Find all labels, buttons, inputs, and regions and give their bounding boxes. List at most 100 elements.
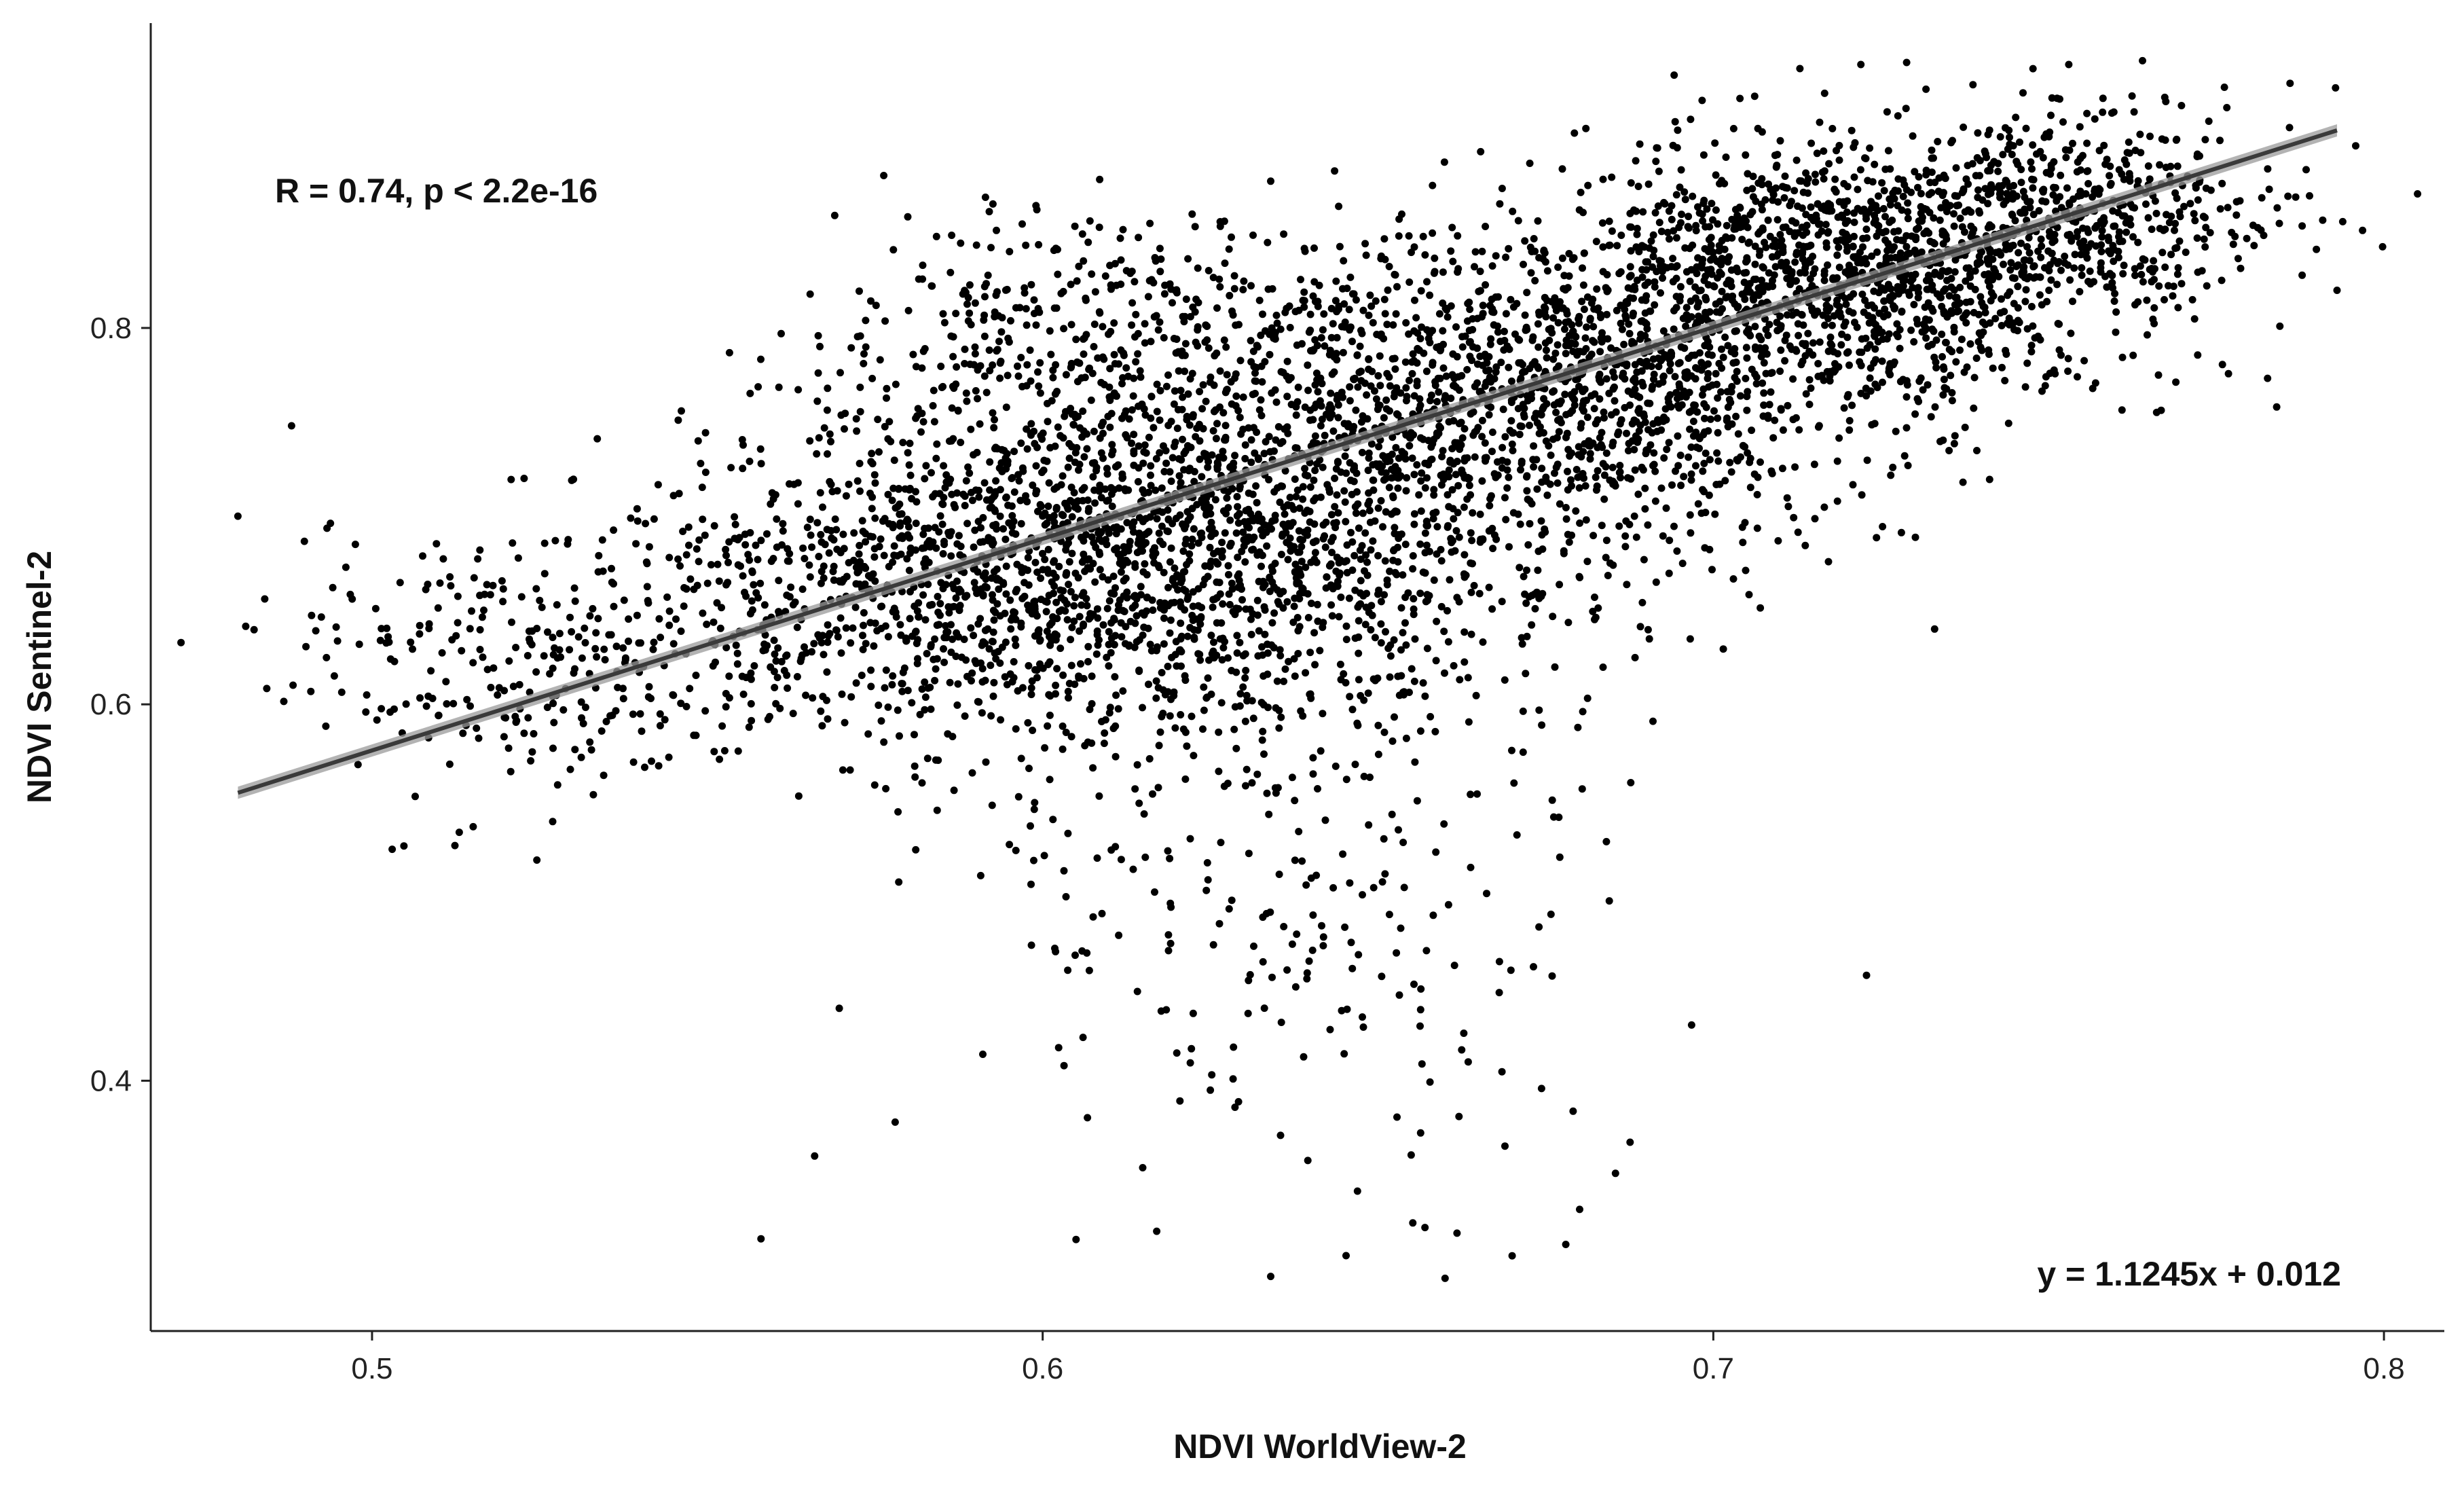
data-point-3013 [1733,457,1742,464]
data-point-4280 [1699,151,1708,159]
data-point-2126 [1018,220,1026,228]
data-point-599 [933,440,941,448]
data-point-2735 [1413,461,1421,469]
data-point-1874 [1464,674,1472,682]
data-point-3063 [1364,500,1372,509]
data-point-2945 [1347,528,1355,536]
data-point-2212 [1494,471,1502,479]
data-point-3658 [1938,352,1946,361]
data-point-2389 [1221,529,1229,537]
data-point-1539 [906,484,914,492]
data-point-341 [645,682,653,691]
data-point-2640 [1110,319,1118,327]
data-point-4943 [1922,276,1930,285]
data-point-1677 [1234,503,1242,511]
data-point-1061 [1583,694,1592,702]
data-point-2196 [1064,463,1072,471]
data-point-2650 [1111,632,1120,640]
data-point-2758 [1086,217,1094,225]
data-point-1240 [1181,606,1189,614]
data-point-3684 [1760,389,1768,397]
data-point-2403 [1362,603,1370,611]
data-point-2246 [1128,406,1136,414]
data-point-1393 [1281,510,1289,518]
data-point-4400 [2150,304,2158,312]
data-point-2375 [1213,594,1221,602]
data-point-3972 [1458,434,1467,442]
data-point-3120 [1469,326,1477,333]
data-point-2075 [896,621,904,629]
data-point-4387 [1626,223,1634,231]
data-point-1636 [1223,494,1231,502]
data-point-2815 [1334,414,1342,422]
data-point-966 [787,583,795,591]
data-point-1433 [741,530,749,539]
data-point-80 [793,673,801,680]
data-point-4710 [1889,463,1897,471]
data-point-4427 [1940,365,1948,373]
data-point-2926 [1221,436,1230,444]
data-point-2053 [939,500,947,509]
data-point-664 [722,551,730,560]
data-point-3 [351,541,359,549]
data-point-1646 [1052,573,1060,581]
data-point-3387 [1863,456,1871,464]
data-point-2143 [1779,426,1787,434]
data-point-2305 [1523,487,1531,495]
data-point-3423 [1673,547,1681,555]
data-point-477 [1284,555,1292,564]
data-point-4681 [1888,216,1896,224]
data-point-2263 [1184,593,1192,600]
data-point-4247 [1833,251,1841,259]
data-point-129 [323,524,331,532]
data-point-2428 [1447,395,1455,402]
data-point-3301 [1616,468,1624,476]
data-point-3443 [1385,373,1393,381]
data-point-4685 [1910,301,1918,308]
data-point-2734 [1355,368,1363,376]
data-point-4002 [1687,529,1695,537]
data-point-3844 [1513,299,1521,308]
data-point-164 [342,563,350,571]
data-point-1607 [1111,584,1119,592]
data-point-3904 [1334,509,1342,517]
data-point-2658 [850,529,858,537]
data-point-1906 [1377,598,1385,606]
data-point-463 [881,684,889,692]
data-point-10 [540,570,549,578]
data-point-1321 [944,730,952,738]
data-point-92 [776,704,784,712]
data-point-1465 [1078,591,1086,600]
data-point-1436 [885,418,894,426]
data-point-1617 [1217,619,1226,627]
data-point-2472 [1354,500,1362,508]
data-point-2806 [1433,523,1441,531]
data-point-2046 [1241,717,1249,725]
data-point-3757 [1945,447,1953,454]
data-point-2120 [1177,386,1185,395]
data-point-4619 [1943,313,1951,321]
data-point-4012 [1478,477,1486,485]
data-point-2312 [1134,477,1142,486]
data-point-55 [680,602,688,611]
data-point-3927 [1835,434,1843,442]
data-point-1518 [903,555,911,563]
data-point-607 [1017,354,1025,361]
data-point-2750 [1292,492,1300,500]
data-point-363 [799,544,807,552]
data-point-851 [1029,727,1037,734]
data-point-1557 [1078,601,1086,609]
data-point-581 [1091,578,1099,586]
data-point-3149 [1345,306,1353,314]
data-point-1529 [955,585,963,594]
data-point-2407 [1147,338,1155,346]
data-point-2784 [1746,484,1754,492]
data-point-1754 [1214,547,1222,555]
data-point-2977 [980,332,989,340]
data-point-2690 [1160,333,1168,342]
data-point-4179 [1979,318,1987,326]
data-point-3622 [1632,418,1640,426]
data-point-2863 [1306,406,1314,414]
data-point-2921 [1122,575,1130,583]
data-point-2968 [1164,515,1173,524]
